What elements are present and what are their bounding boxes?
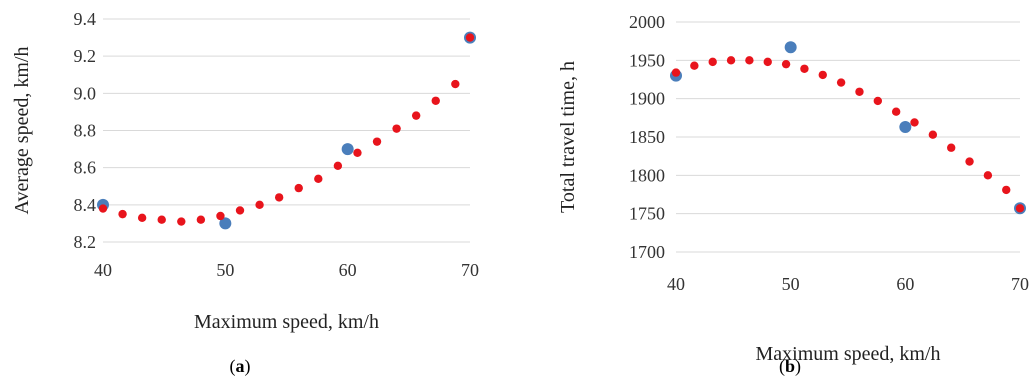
chart-b-xtick-label-3: 70 bbox=[1011, 274, 1029, 294]
chart-a-series-2-point-2 bbox=[137, 213, 147, 223]
chart-b-series-2-point-12 bbox=[891, 107, 901, 116]
chart-b-svg: 1700 1750 1800 1850 1900 1950 2000 40 50 60 70 Maxi… bbox=[557, 12, 1029, 377]
chart-a-panel-label-close: ) bbox=[245, 356, 251, 377]
chart-b-series-2-point-18 bbox=[1002, 185, 1011, 195]
chart-b-series-2-point-16 bbox=[965, 157, 974, 166]
chart-b-series-2-point-7 bbox=[800, 64, 809, 73]
chart-b-series-2-point-0 bbox=[671, 68, 681, 77]
chart-a-series-2-point-5 bbox=[196, 215, 206, 224]
chart-a-ytick-label-1: 8.4 bbox=[74, 195, 97, 215]
chart-a-xtick-label-0: 40 bbox=[94, 260, 112, 280]
chart-a-svg: 8.2 8.4 8.6 8.8 9.0 9.2 9.4 40 50 60 70 Maximum spe… bbox=[11, 9, 479, 377]
chart-a-ytick-label-4: 9.0 bbox=[74, 83, 97, 103]
chart-b-series-2-point-6 bbox=[781, 59, 791, 69]
chart-a-series-2-point-19 bbox=[465, 33, 475, 42]
chart-b-series-2-point-17 bbox=[983, 171, 993, 180]
chart-b-xtick-label-0: 40 bbox=[667, 274, 685, 294]
chart-a-series-2-point-0 bbox=[98, 204, 108, 213]
chart-a-series-2-point-14 bbox=[372, 137, 382, 146]
chart-b-series-2-point-13 bbox=[910, 118, 919, 127]
chart-b-series-2-point-3 bbox=[726, 56, 736, 65]
chart-a-series-2-point-1 bbox=[118, 209, 127, 219]
chart-b-panel-label-open: ( bbox=[779, 356, 785, 377]
chart-b-panel-label: (b) bbox=[779, 356, 801, 377]
chart-a-series-2-point-15 bbox=[392, 124, 401, 133]
chart-b-x-axis-label: Maximum speed, km/h bbox=[756, 343, 941, 365]
chart-b-series-2 bbox=[671, 56, 1025, 213]
chart-b-series-2-point-15 bbox=[947, 143, 956, 152]
chart-b-xtick-label-2: 60 bbox=[896, 274, 914, 294]
chart-b-series-1 bbox=[670, 41, 1026, 215]
chart-a-series-1-point-1 bbox=[219, 217, 232, 230]
chart-b-ytick-label-2: 1800 bbox=[629, 165, 665, 185]
chart-b-series-2-point-8 bbox=[818, 70, 827, 80]
chart-a-series-2 bbox=[98, 33, 475, 226]
chart-a-series-2-point-12 bbox=[333, 161, 343, 171]
chart-a-series-2-point-8 bbox=[255, 200, 264, 210]
chart-b: 1700 1750 1800 1850 1900 1950 2000 40 50 60 70 Maxi… bbox=[530, 0, 1035, 387]
chart-b-y-axis-label: Total travel time, h bbox=[557, 61, 579, 213]
chart-b-series-2-point-4 bbox=[745, 56, 754, 65]
chart-b-ytick-label-6: 2000 bbox=[629, 12, 665, 32]
chart-a-xtick-label-2: 60 bbox=[339, 260, 357, 280]
chart-b-series-1-point-1 bbox=[784, 41, 797, 54]
chart-a-panel-label: (a) bbox=[230, 356, 251, 377]
chart-b-ytick-label-0: 1700 bbox=[629, 242, 665, 262]
chart-b-ytick-label-3: 1850 bbox=[629, 127, 665, 147]
chart-a-series-2-point-13 bbox=[353, 148, 362, 157]
chart-b-series-2-point-14 bbox=[928, 130, 938, 139]
chart-a-series-2-point-3 bbox=[157, 215, 166, 224]
chart-a-panel-label-open: ( bbox=[230, 356, 236, 377]
chart-b-series-2-point-2 bbox=[708, 57, 717, 67]
chart-a-ytick-label-0: 8.2 bbox=[74, 232, 97, 252]
chart-a-series-2-point-18 bbox=[451, 79, 460, 89]
chart-b-ytick-label-5: 1950 bbox=[629, 50, 665, 70]
chart-a-series-2-point-4 bbox=[177, 217, 186, 226]
chart-a-series-2-point-16 bbox=[411, 111, 421, 120]
chart-b-series-2-point-5 bbox=[763, 57, 772, 67]
chart-a-series-2-point-17 bbox=[431, 96, 440, 105]
chart-b-ytick-label-4: 1900 bbox=[629, 89, 665, 109]
chart-a-series-1-point-2 bbox=[341, 143, 354, 156]
chart-a-ytick-label-2: 8.6 bbox=[74, 158, 97, 178]
chart-a-series-2-point-11 bbox=[314, 174, 323, 184]
chart-b-ytick-label-1: 1750 bbox=[629, 204, 665, 224]
chart-a-ytick-label-6: 9.4 bbox=[74, 9, 97, 29]
chart-a-ytick-label-5: 9.2 bbox=[74, 46, 97, 66]
chart-a-x-axis-label: Maximum speed, km/h bbox=[194, 311, 379, 333]
chart-b-series-2-point-10 bbox=[855, 87, 864, 96]
chart-b-gridlines bbox=[676, 21, 1020, 253]
chart-a-ytick-label-3: 8.8 bbox=[74, 121, 97, 141]
chart-a: 8.2 8.4 8.6 8.8 9.0 9.2 9.4 40 50 60 70 Maximum spe… bbox=[0, 0, 505, 387]
chart-a-xtick-label-3: 70 bbox=[461, 260, 479, 280]
chart-a-series-2-point-6 bbox=[216, 211, 225, 221]
chart-a-series-2-point-9 bbox=[274, 193, 284, 202]
chart-b-series-2-point-9 bbox=[836, 78, 846, 87]
chart-b-series-2-point-11 bbox=[873, 96, 883, 106]
chart-b-series-2-point-1 bbox=[690, 61, 699, 70]
chart-a-y-axis-label: Average speed, km/h bbox=[11, 47, 33, 215]
chart-b-panel-label-letter: b bbox=[785, 356, 795, 376]
chart-a-xtick-label-1: 50 bbox=[216, 260, 234, 280]
chart-a-series-2-point-10 bbox=[294, 183, 303, 193]
chart-b-panel-label-close: ) bbox=[795, 356, 801, 377]
chart-a-panel-label-letter: a bbox=[236, 356, 245, 376]
chart-b-xtick-label-1: 50 bbox=[782, 274, 800, 294]
chart-b-series-2-point-19 bbox=[1015, 204, 1025, 213]
chart-a-gridlines bbox=[103, 18, 470, 243]
chart-a-series-2-point-7 bbox=[235, 206, 245, 215]
chart-b-series-1-point-2 bbox=[899, 121, 912, 134]
